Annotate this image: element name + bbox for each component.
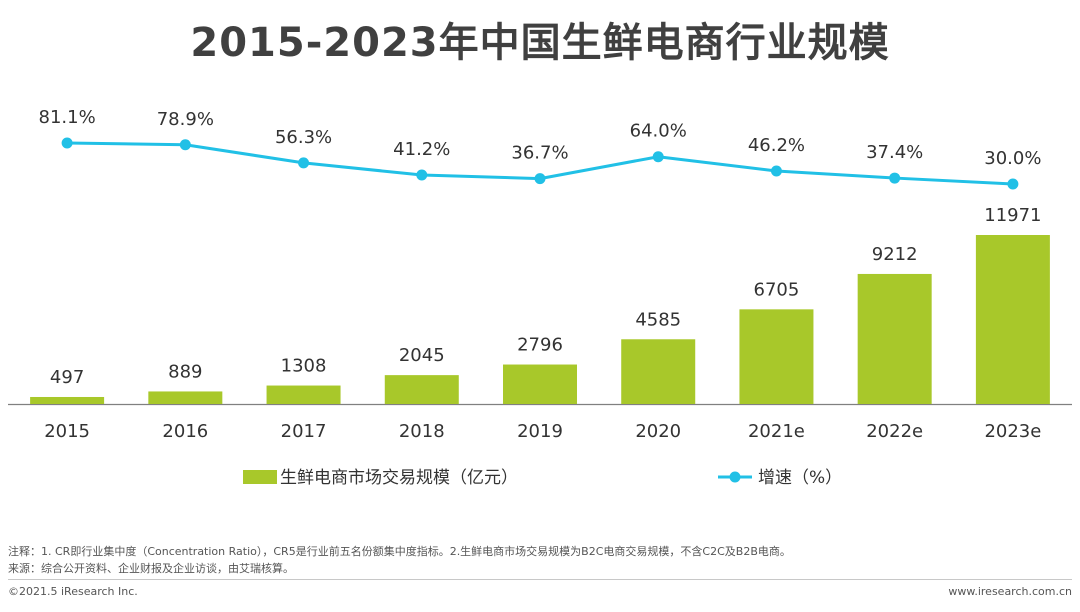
x-tick-label: 2020 [635,421,681,442]
growth-point-2021e [770,165,782,177]
bar-2021e [739,309,814,404]
growth-point-2022e [889,172,901,184]
growth-value-label: 46.2% [748,135,805,156]
growth-value-label: 37.4% [866,142,923,163]
growth-value-label: 36.7% [511,143,568,164]
bar-2023e [975,235,1050,404]
x-tick-label: 2019 [517,421,563,442]
bar-value-label: 6705 [754,279,800,300]
footnote-source: 来源：综合公开资料、企业财报及企业访谈，由艾瑞核算。 [8,562,294,575]
growth-value-label: 64.0% [630,121,687,142]
bar-value-label: 1308 [281,356,327,377]
growth-value-label: 56.3% [275,127,332,148]
legend-line-label: 增速（%） [758,468,842,488]
bar-2016 [148,391,223,404]
x-tick-label: 2018 [399,421,445,442]
legend-line-marker [729,471,741,483]
bar-2022e [857,273,932,404]
legend-bar-label: 生鲜电商市场交易规模（亿元） [280,468,518,488]
bar-2020 [621,339,696,404]
legend-bar-swatch [243,470,277,484]
growth-point-2015 [61,137,73,149]
x-tick-label: 2017 [281,421,327,442]
growth-point-2016 [179,139,191,151]
x-tick-label: 2022e [866,421,923,442]
growth-value-label: 78.9% [157,109,214,130]
bar-value-label: 2045 [399,345,445,366]
chart-plot: 497 2015 889 2016 1308 2017 2045 2018 2796 2019 45… [8,107,1072,488]
footnote-note: 注释：1. CR即行业集中度（Concentration Ratio），CR5是… [8,545,791,558]
chart-title: 2015-2023年中国生鲜电商行业规模 [190,20,890,66]
x-tick-label: 2023e [984,421,1041,442]
bar-value-label: 889 [168,361,202,382]
bar-value-label: 2796 [517,335,563,356]
bar-value-label: 497 [50,367,84,388]
growth-value-label: 81.1% [39,107,96,128]
growth-point-2018 [416,169,428,181]
growth-value-label: 30.0% [984,148,1041,169]
bar-2019 [503,364,577,404]
x-tick-label: 2015 [44,421,90,442]
website-link[interactable]: www.iresearch.com.cn [948,585,1072,598]
x-tick-label: 2021e [748,421,805,442]
bar-2015 [30,396,105,404]
growth-point-2020 [652,151,664,163]
bar-value-label: 9212 [872,244,918,265]
bar-value-label: 11971 [984,205,1041,226]
growth-point-2017 [298,157,310,169]
footer-divider [8,579,1072,580]
copyright-text: ©2021.5 iResearch Inc. [8,585,138,598]
bar-value-label: 4585 [635,309,681,330]
growth-point-2023e [1007,178,1019,190]
growth-point-2019 [534,173,546,185]
x-tick-label: 2016 [162,421,208,442]
bar-2018 [384,375,459,404]
bar-2017 [266,385,341,404]
growth-value-label: 41.2% [393,139,450,160]
